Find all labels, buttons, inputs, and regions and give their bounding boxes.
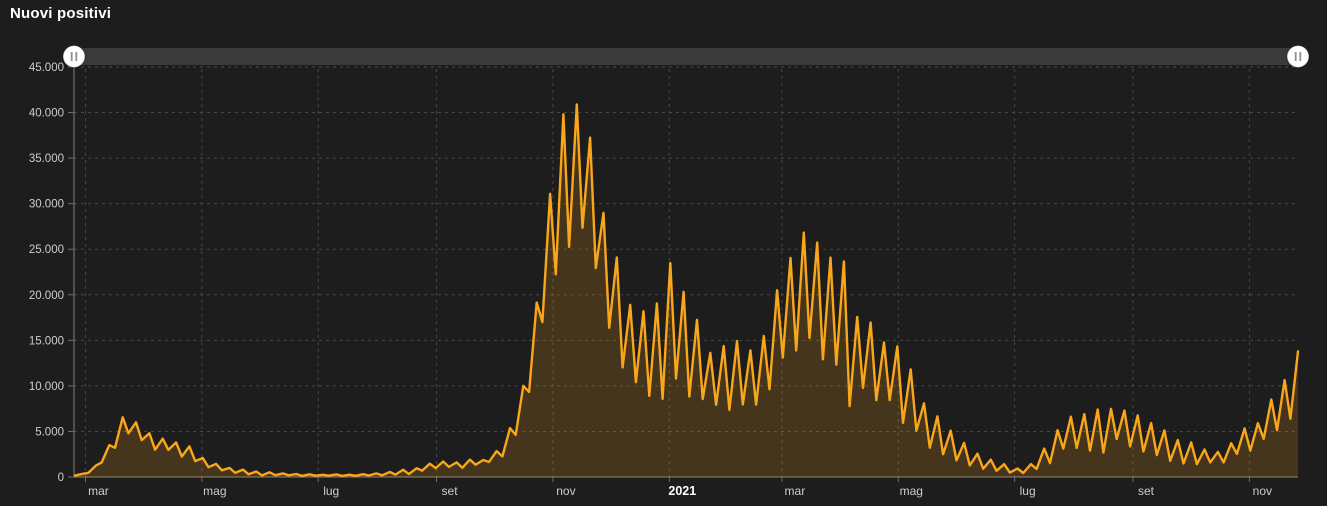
chart-title: Nuovi positivi [10,5,112,22]
x-axis-label: lug [1020,484,1036,498]
x-axis: mar mag lug set nov 2021 mar mag lug set nov [84,62,1272,498]
y-axis-label: 20.000 [29,290,64,302]
y-axis: 45.000 40.000 35.000 30.000 25.000 20.000 15.0… [29,62,1298,484]
slider-handle-left[interactable] [62,45,86,68]
y-axis-label: 0 [58,472,64,484]
x-axis-label: mag [900,484,923,498]
drag-grip-icon [1294,52,1297,61]
x-axis-label: nov [1253,484,1272,498]
y-axis-label: 45.000 [29,62,64,74]
slider-handle-right-circle[interactable] [1286,45,1310,68]
x-axis-label: mar [785,484,806,498]
slider-handle-right[interactable] [1286,45,1310,68]
y-axis-label: 30.000 [29,199,64,211]
drag-grip-icon [70,52,73,61]
x-axis-label: mar [88,484,109,498]
y-axis-label: 5.000 [35,426,64,438]
range-slider-track[interactable] [74,48,1298,65]
y-axis-label: 15.000 [29,335,64,347]
y-axis-label: 40.000 [29,108,64,120]
plot-hover-area[interactable] [74,62,1298,477]
y-axis-label: 35.000 [29,153,64,165]
y-axis-label: 10.000 [29,381,64,393]
x-axis-label: set [442,484,459,498]
drag-grip-icon [1299,52,1302,61]
x-axis-label: nov [556,484,575,498]
x-axis-label: lug [323,484,339,498]
y-axis-label: 25.000 [29,244,64,256]
x-axis-label: mag [203,484,226,498]
drag-grip-icon [75,52,78,61]
x-axis-label: set [1138,484,1155,498]
range-slider [62,45,1310,68]
series-area [75,104,1298,478]
slider-handle-left-circle[interactable] [62,45,86,68]
x-axis-label: 2021 [668,484,696,498]
series-line [73,103,1300,478]
